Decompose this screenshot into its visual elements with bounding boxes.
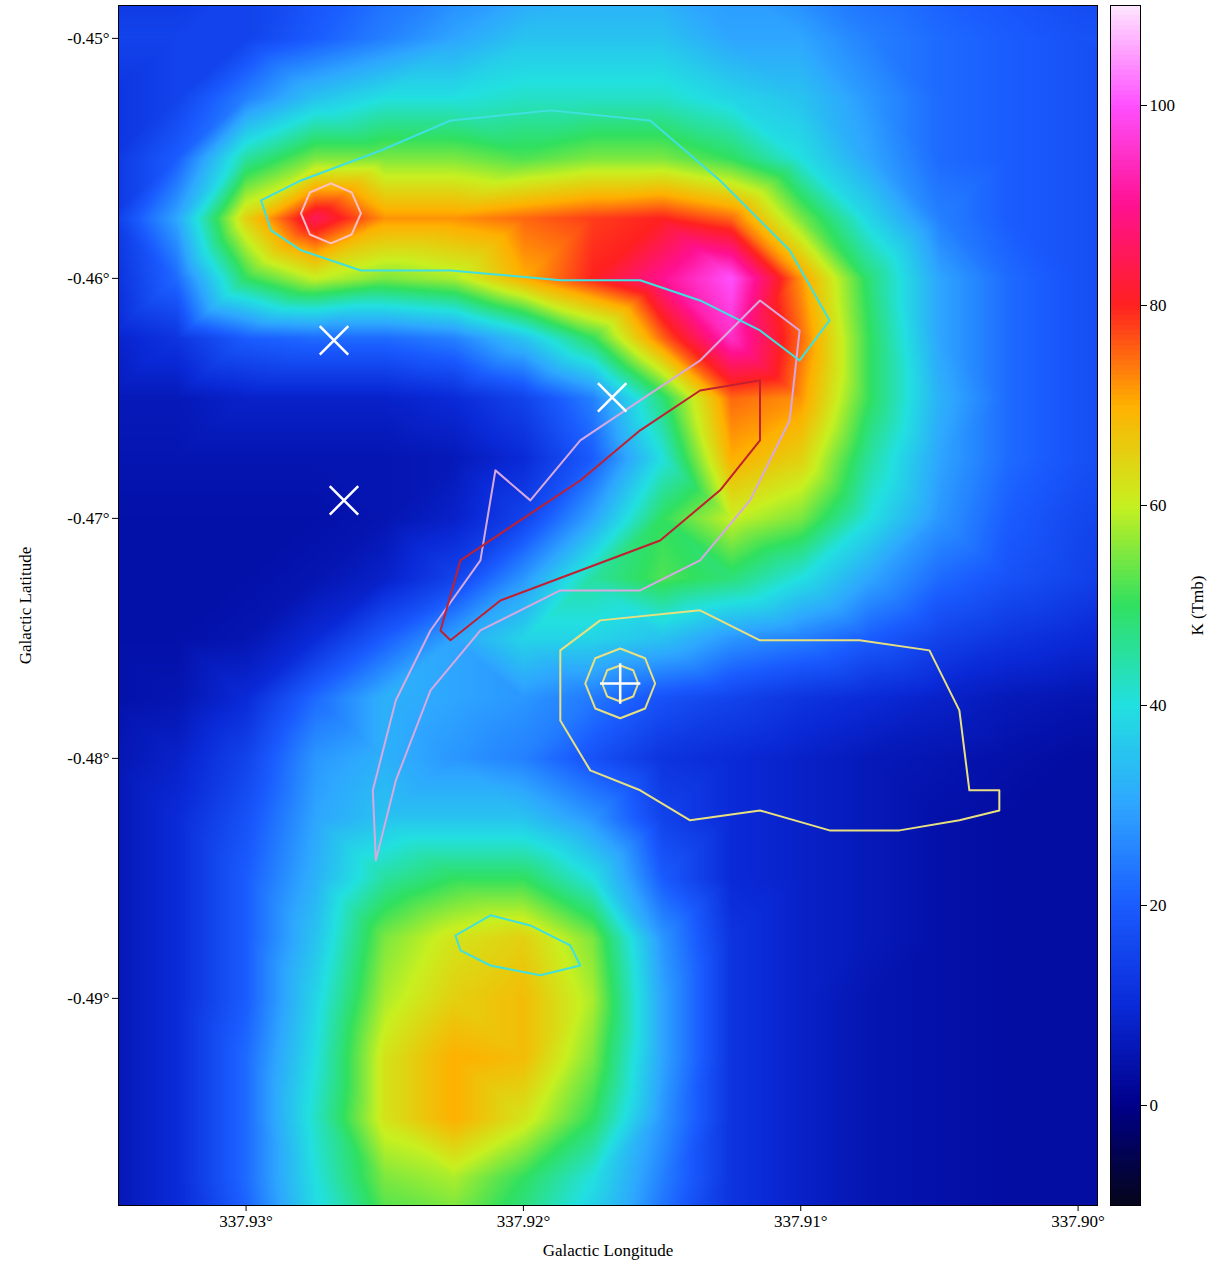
- svg-text:40: 40: [1150, 696, 1167, 715]
- svg-text:-0.46°: -0.46°: [67, 269, 109, 288]
- svg-text:-0.45°: -0.45°: [67, 29, 109, 48]
- svg-text:Galactic Longitude: Galactic Longitude: [543, 1241, 674, 1260]
- svg-text:K (Tmb): K (Tmb): [1188, 576, 1207, 636]
- svg-text:0: 0: [1150, 1096, 1159, 1115]
- svg-text:20: 20: [1150, 896, 1167, 915]
- svg-text:337.90°: 337.90°: [1051, 1212, 1105, 1231]
- svg-text:-0.48°: -0.48°: [67, 749, 109, 768]
- svg-text:80: 80: [1150, 296, 1167, 315]
- svg-text:337.93°: 337.93°: [219, 1212, 273, 1231]
- svg-text:-0.47°: -0.47°: [67, 509, 109, 528]
- svg-text:Galactic Latitude: Galactic Latitude: [16, 547, 35, 665]
- svg-text:-0.49°: -0.49°: [67, 989, 109, 1008]
- svg-text:337.92°: 337.92°: [497, 1212, 551, 1231]
- svg-text:100: 100: [1150, 96, 1176, 115]
- svg-text:337.91°: 337.91°: [774, 1212, 828, 1231]
- svg-text:60: 60: [1150, 496, 1167, 515]
